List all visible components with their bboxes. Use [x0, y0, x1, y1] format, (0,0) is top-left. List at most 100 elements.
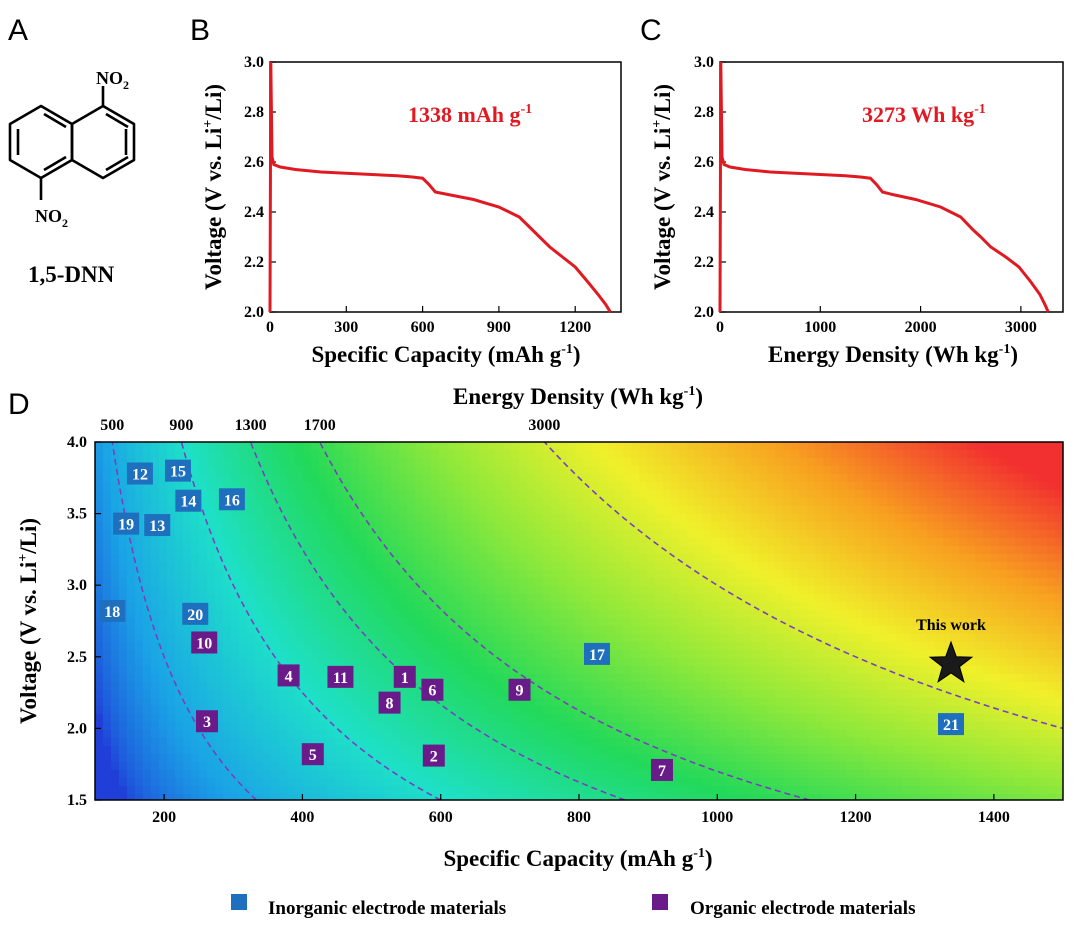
heatmap-cell	[463, 538, 472, 547]
heatmap-cell	[967, 682, 976, 691]
heatmap-cell	[695, 754, 704, 763]
heatmap-cell	[167, 690, 176, 699]
heatmap-cell	[967, 570, 976, 579]
heatmap-cell	[527, 578, 536, 587]
heatmap-cell	[599, 562, 608, 571]
heatmap-cell	[119, 482, 128, 491]
heatmap-cell	[359, 762, 368, 771]
heatmap-cell	[735, 570, 744, 579]
heatmap-cell	[191, 482, 200, 491]
heatmap-cell	[719, 690, 728, 699]
heatmap-cell	[455, 682, 464, 691]
heatmap-cell	[191, 570, 200, 579]
heatmap-cell	[271, 714, 280, 723]
heatmap-cell	[367, 498, 376, 507]
heatmap-cell	[415, 514, 424, 523]
heatmap-cell	[215, 658, 224, 667]
heatmap-cell	[575, 706, 584, 715]
heatmap-cell	[391, 594, 400, 603]
heatmap-cell	[111, 442, 120, 451]
heatmap-cell	[639, 474, 648, 483]
heatmap-cell	[495, 458, 504, 467]
heatmap-cell	[215, 538, 224, 547]
heatmap-cell	[703, 682, 712, 691]
heatmap-cell	[847, 546, 856, 555]
heatmap-cell	[527, 490, 536, 499]
heatmap-cell	[215, 594, 224, 603]
heatmap-cell	[623, 554, 632, 563]
heatmap-cell	[775, 458, 784, 467]
heatmap-cell	[679, 722, 688, 731]
heatmap-cell	[183, 730, 192, 739]
heatmap-cell	[383, 442, 392, 451]
heatmap-cell	[191, 746, 200, 755]
heatmap-cell	[1015, 618, 1024, 627]
heatmap-cell	[447, 610, 456, 619]
heatmap-cell	[975, 754, 984, 763]
heatmap-cell	[775, 538, 784, 547]
heatmap-cell	[103, 650, 112, 659]
heatmap-cell	[983, 594, 992, 603]
heatmap-cell	[711, 690, 720, 699]
heatmap-cell	[1015, 506, 1024, 515]
heatmap-cell	[839, 618, 848, 627]
heatmap-cell	[695, 626, 704, 635]
heatmap-cell	[391, 714, 400, 723]
heatmap-cell	[503, 498, 512, 507]
heatmap-cell	[479, 546, 488, 555]
heatmap-cell	[951, 442, 960, 451]
heatmap-cell	[951, 618, 960, 627]
heatmap-cell	[135, 730, 144, 739]
heatmap-cell	[407, 490, 416, 499]
heatmap-cell	[935, 554, 944, 563]
heatmap-cell	[583, 498, 592, 507]
heatmap-cell	[415, 474, 424, 483]
heatmap-cell	[743, 634, 752, 643]
heatmap-cell	[423, 666, 432, 675]
heatmap-cell	[431, 490, 440, 499]
heatmap-cell	[295, 722, 304, 731]
heatmap-cell	[191, 674, 200, 683]
heatmap-cell	[655, 562, 664, 571]
heatmap-cell	[463, 722, 472, 731]
heatmap-cell	[463, 714, 472, 723]
heatmap-cell	[335, 690, 344, 699]
heatmap-cell	[151, 706, 160, 715]
heatmap-cell	[863, 442, 872, 451]
heatmap-cell	[391, 562, 400, 571]
heatmap-cell	[1023, 498, 1032, 507]
heatmap-cell	[199, 562, 208, 571]
heatmap-cell	[943, 682, 952, 691]
heatmap-cell	[959, 594, 968, 603]
heatmap-cell	[183, 738, 192, 747]
heatmap-cell	[527, 626, 536, 635]
heatmap-cell	[583, 490, 592, 499]
heatmap-cell	[143, 538, 152, 547]
heatmap-cell	[703, 458, 712, 467]
heatmap-cell	[807, 634, 816, 643]
heatmap-cell	[431, 610, 440, 619]
heatmap-cell	[559, 738, 568, 747]
heatmap-cell	[183, 514, 192, 523]
heatmap-cell	[823, 642, 832, 651]
heatmap-cell	[231, 522, 240, 531]
heatmap-cell	[479, 690, 488, 699]
heatmap-cell	[767, 634, 776, 643]
heatmap-cell	[975, 474, 984, 483]
heatmap-cell	[119, 442, 128, 451]
y-tick-label: 2.4	[244, 204, 264, 221]
heatmap-cell	[919, 490, 928, 499]
heatmap-cell	[735, 658, 744, 667]
heatmap-cell	[575, 530, 584, 539]
heatmap-cell	[607, 722, 616, 731]
heatmap-cell	[535, 706, 544, 715]
heatmap-cell	[287, 722, 296, 731]
heatmap-cell	[319, 482, 328, 491]
heatmap-cell	[543, 658, 552, 667]
heatmap-cell	[655, 482, 664, 491]
heatmap-cell	[679, 570, 688, 579]
heatmap-cell	[879, 626, 888, 635]
heatmap-cell	[439, 642, 448, 651]
heatmap-cell	[1047, 578, 1056, 587]
heatmap-cell	[551, 690, 560, 699]
